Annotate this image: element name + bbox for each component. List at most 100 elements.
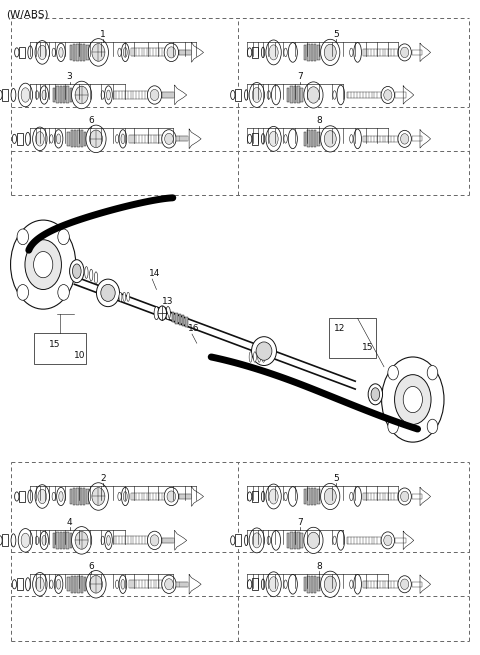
Ellipse shape bbox=[262, 352, 265, 362]
Ellipse shape bbox=[75, 532, 88, 549]
Ellipse shape bbox=[324, 45, 336, 61]
Ellipse shape bbox=[284, 134, 287, 143]
Bar bbox=[307, 130, 310, 147]
Ellipse shape bbox=[167, 491, 176, 502]
Bar bbox=[162, 92, 174, 98]
Ellipse shape bbox=[101, 90, 105, 100]
Ellipse shape bbox=[21, 88, 30, 102]
Bar bbox=[363, 493, 398, 500]
Bar bbox=[314, 576, 316, 593]
Bar bbox=[56, 532, 59, 549]
Bar bbox=[185, 317, 188, 328]
Ellipse shape bbox=[304, 82, 323, 108]
Ellipse shape bbox=[101, 536, 105, 545]
Bar bbox=[66, 86, 69, 103]
Bar bbox=[363, 49, 398, 56]
Ellipse shape bbox=[165, 134, 173, 145]
Circle shape bbox=[427, 419, 438, 434]
Bar bbox=[83, 44, 85, 61]
Ellipse shape bbox=[12, 580, 16, 589]
Bar bbox=[252, 491, 258, 502]
Text: 2: 2 bbox=[100, 474, 106, 483]
Bar bbox=[290, 532, 293, 549]
Ellipse shape bbox=[119, 575, 127, 593]
Ellipse shape bbox=[284, 48, 287, 57]
Bar bbox=[66, 532, 69, 549]
Ellipse shape bbox=[84, 267, 88, 278]
Ellipse shape bbox=[57, 487, 65, 506]
Text: 5: 5 bbox=[333, 29, 339, 39]
Ellipse shape bbox=[167, 47, 176, 58]
Bar bbox=[307, 488, 310, 505]
Ellipse shape bbox=[266, 126, 281, 151]
Ellipse shape bbox=[349, 493, 353, 500]
Ellipse shape bbox=[35, 41, 49, 64]
Ellipse shape bbox=[371, 388, 380, 401]
Ellipse shape bbox=[86, 125, 106, 153]
Text: 13: 13 bbox=[162, 297, 174, 306]
Bar bbox=[80, 488, 82, 505]
Bar bbox=[114, 91, 148, 99]
Bar bbox=[84, 577, 86, 591]
Ellipse shape bbox=[333, 90, 336, 100]
Text: 1: 1 bbox=[100, 29, 106, 39]
Ellipse shape bbox=[123, 292, 126, 301]
Bar bbox=[86, 489, 89, 504]
Ellipse shape bbox=[150, 90, 159, 101]
Ellipse shape bbox=[354, 574, 361, 594]
Bar bbox=[317, 45, 320, 60]
Ellipse shape bbox=[261, 491, 265, 502]
Bar bbox=[81, 576, 83, 593]
Ellipse shape bbox=[162, 575, 176, 593]
Bar bbox=[304, 45, 306, 60]
Bar bbox=[83, 488, 85, 505]
Ellipse shape bbox=[354, 487, 361, 506]
Ellipse shape bbox=[381, 86, 395, 103]
Ellipse shape bbox=[42, 536, 46, 545]
Bar bbox=[67, 577, 70, 591]
Bar bbox=[311, 44, 313, 61]
Bar bbox=[329, 318, 376, 358]
Bar bbox=[311, 130, 313, 147]
Ellipse shape bbox=[89, 269, 93, 281]
Ellipse shape bbox=[35, 485, 49, 508]
Ellipse shape bbox=[249, 352, 252, 362]
Bar bbox=[252, 133, 258, 145]
Ellipse shape bbox=[92, 487, 105, 506]
Bar bbox=[17, 578, 23, 590]
Ellipse shape bbox=[158, 306, 167, 320]
Text: 4: 4 bbox=[67, 517, 72, 527]
Bar bbox=[80, 44, 82, 61]
Circle shape bbox=[58, 229, 69, 245]
Ellipse shape bbox=[333, 536, 336, 545]
Text: 12: 12 bbox=[334, 324, 345, 333]
Ellipse shape bbox=[14, 48, 19, 57]
Ellipse shape bbox=[288, 129, 298, 149]
Circle shape bbox=[17, 284, 29, 300]
Ellipse shape bbox=[284, 493, 287, 500]
Ellipse shape bbox=[368, 384, 383, 405]
Bar bbox=[70, 489, 72, 504]
Ellipse shape bbox=[115, 580, 119, 588]
Ellipse shape bbox=[119, 130, 127, 148]
Bar bbox=[297, 532, 300, 549]
Bar bbox=[317, 577, 320, 591]
Ellipse shape bbox=[0, 536, 2, 545]
Circle shape bbox=[382, 357, 444, 442]
Bar bbox=[317, 489, 320, 504]
Text: 3: 3 bbox=[67, 72, 72, 81]
Bar bbox=[395, 92, 406, 98]
Circle shape bbox=[427, 365, 438, 380]
Ellipse shape bbox=[253, 352, 256, 362]
Ellipse shape bbox=[252, 337, 276, 365]
Ellipse shape bbox=[398, 488, 411, 505]
Ellipse shape bbox=[147, 531, 162, 550]
Bar bbox=[63, 532, 65, 549]
Bar bbox=[297, 86, 300, 103]
Bar bbox=[34, 333, 86, 364]
Bar bbox=[314, 130, 316, 147]
Ellipse shape bbox=[304, 527, 323, 553]
Bar bbox=[307, 576, 310, 593]
Ellipse shape bbox=[266, 572, 281, 597]
Bar bbox=[304, 132, 306, 146]
